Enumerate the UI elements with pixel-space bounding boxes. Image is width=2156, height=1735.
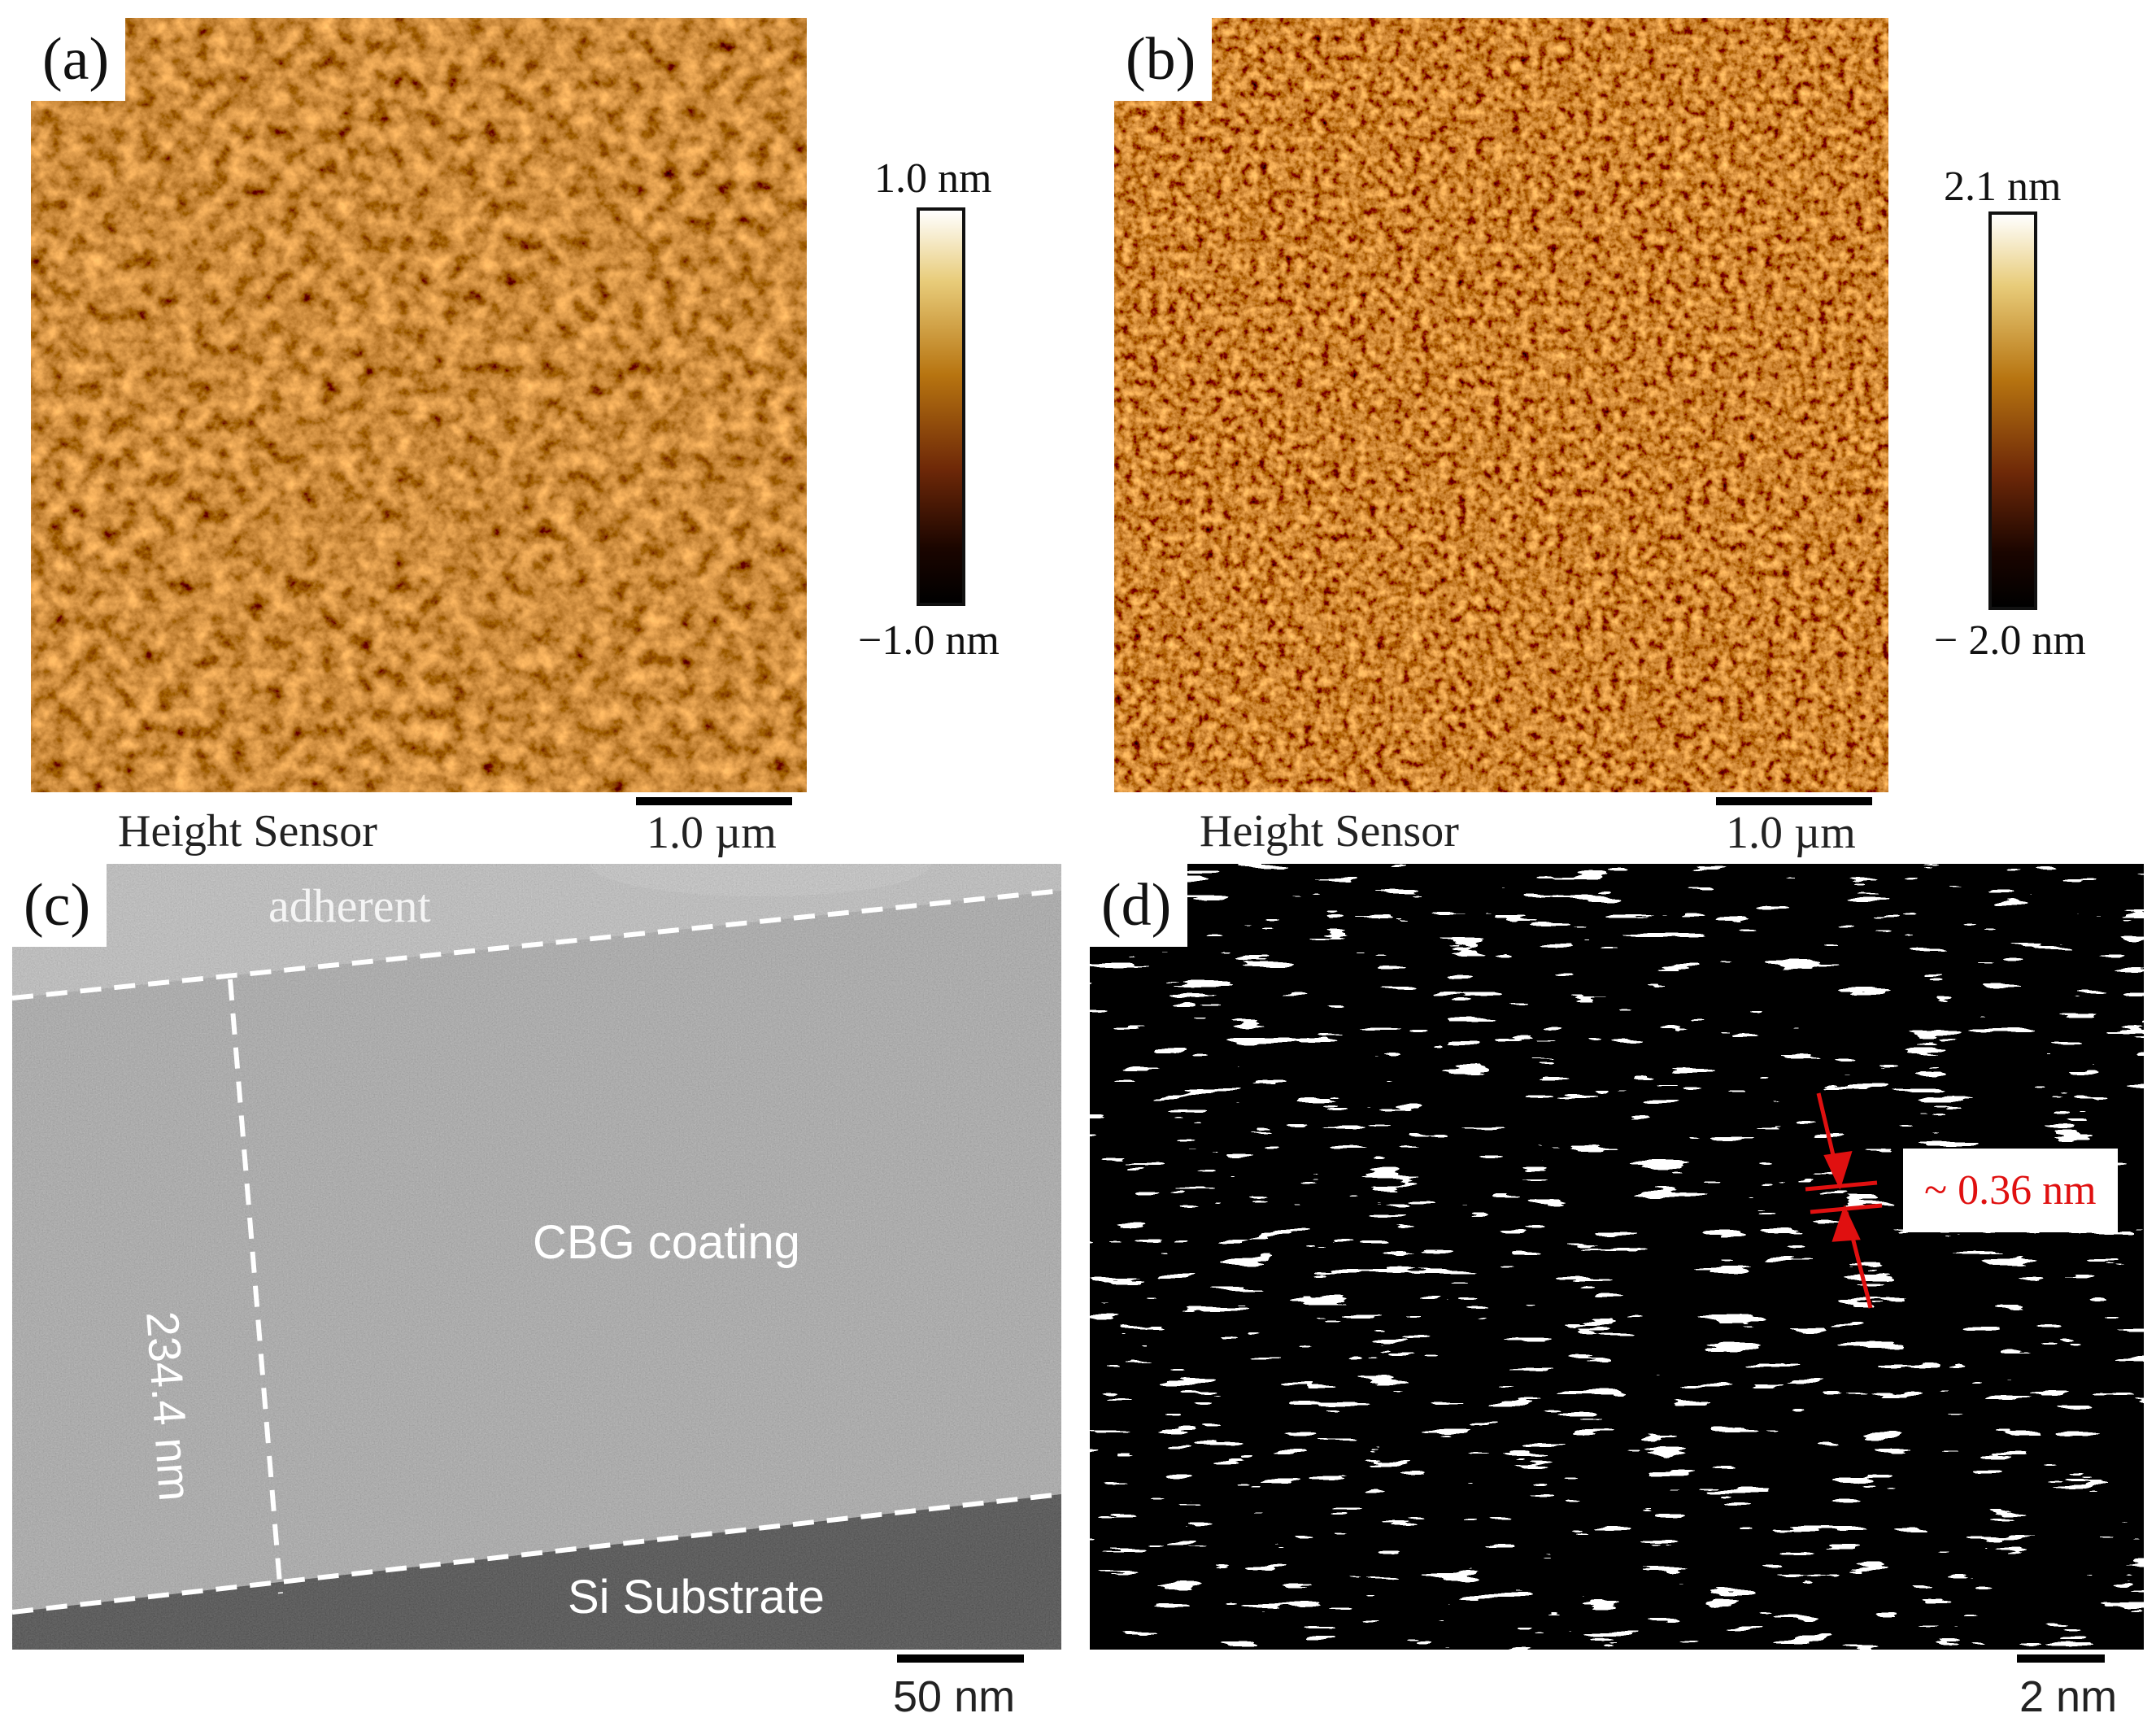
scale-bar-b	[1716, 797, 1872, 805]
colorbar-min-a: −1.0 nm	[858, 617, 1000, 664]
spacing-marker	[1805, 1092, 1883, 1309]
fringe-line-upper	[1805, 1180, 1878, 1192]
colorbar-b	[1988, 211, 2037, 610]
panel-label-a: (a)	[31, 18, 126, 101]
thickness-line	[228, 979, 283, 1594]
tem-image-c	[12, 864, 1061, 1650]
afm-image-b	[1114, 18, 1888, 792]
interface-line-bottom	[12, 1492, 1061, 1615]
lattice-fringes	[1090, 864, 2144, 1650]
tem-cross-section	[12, 864, 1061, 1650]
scale-bar-label-d: 2 nm	[2019, 1672, 2118, 1721]
region-label-coating: CBG coating	[533, 1216, 800, 1269]
caption-a: Height Sensor	[118, 806, 377, 857]
scale-bar-label-c: 50 nm	[893, 1672, 1016, 1721]
scale-bar-a	[636, 797, 792, 805]
caption-b: Height Sensor	[1200, 806, 1459, 857]
interface-line-top	[12, 888, 1061, 1000]
colorbar-max-a: 1.0 nm	[874, 155, 992, 202]
afm-texture-a	[31, 18, 807, 792]
scale-bar-c	[897, 1654, 1024, 1663]
hrtem-image-d	[1090, 864, 2144, 1650]
scale-bar-label-a: 1.0 µm	[647, 808, 777, 858]
scale-bar-d	[2017, 1654, 2105, 1663]
fringe-line-lower	[1810, 1203, 1883, 1214]
afm-texture-b	[1114, 18, 1888, 792]
region-label-adherent: adherent	[268, 879, 431, 932]
arrow-down-icon	[1823, 1150, 1853, 1190]
colorbar-a	[917, 207, 965, 606]
spacing-callout: ~ 0.36 nm	[1903, 1149, 2118, 1232]
colorbar-min-b: − 2.0 nm	[1934, 617, 2086, 664]
colorbar-max-b: 2.1 nm	[1944, 163, 2062, 210]
afm-image-a	[31, 18, 807, 792]
scale-bar-label-b: 1.0 µm	[1726, 808, 1856, 858]
panel-label-d: (d)	[1090, 864, 1188, 947]
panel-label-c: (c)	[12, 864, 107, 947]
region-label-substrate: Si Substrate	[568, 1571, 825, 1624]
arrow-up-icon	[1832, 1205, 1861, 1242]
panel-label-b: (b)	[1114, 18, 1213, 101]
